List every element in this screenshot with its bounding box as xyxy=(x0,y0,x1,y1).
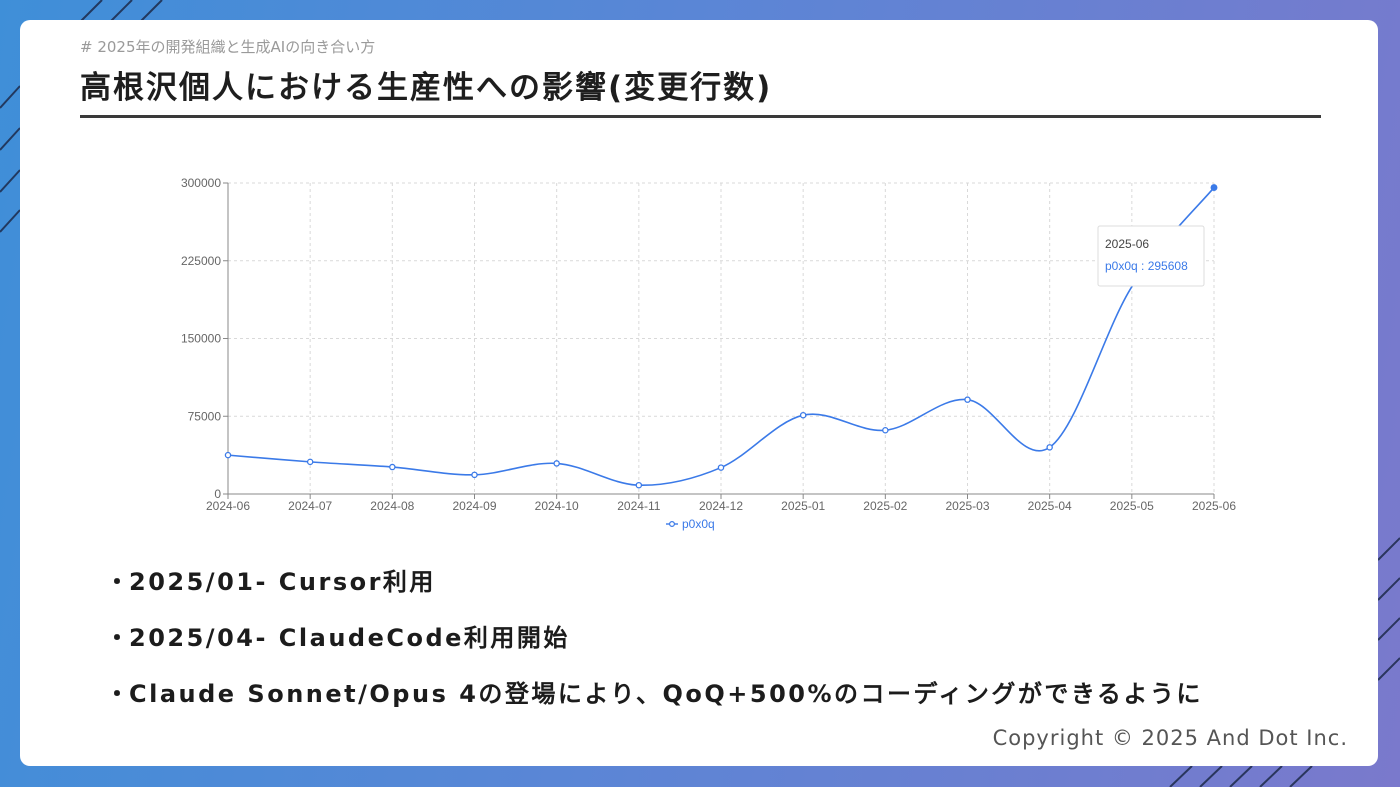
y-tick-label: 150000 xyxy=(181,332,221,346)
x-tick-label: 2025-01 xyxy=(781,499,825,513)
x-tick-label: 2025-04 xyxy=(1028,499,1072,513)
y-tick-label: 225000 xyxy=(181,254,221,268)
bullet-item: ・2025/01- Cursor利用 xyxy=(105,563,1203,619)
bullet-item: ・Claude Sonnet/Opus 4の登場により、QoQ+500%のコーデ… xyxy=(105,675,1203,731)
data-point xyxy=(224,451,232,459)
legend-marker xyxy=(669,521,676,528)
x-tick-label: 2024-08 xyxy=(370,499,414,513)
bullet-text: 2025/01- Cursor利用 xyxy=(129,568,436,596)
chart-legend: p0x0q xyxy=(666,517,715,531)
copyright-text: Copyright © 2025 And Dot Inc. xyxy=(992,726,1348,750)
data-point xyxy=(635,481,643,489)
data-point xyxy=(553,460,560,467)
x-tick-label: 2024-09 xyxy=(452,499,496,513)
y-tick-label: 0 xyxy=(214,487,221,501)
slide-card xyxy=(20,20,1378,766)
x-tick-label: 2024-11 xyxy=(617,499,660,513)
data-point xyxy=(882,426,889,434)
data-point xyxy=(471,471,478,479)
chart-series xyxy=(224,184,1218,489)
chart-grid xyxy=(227,182,1215,495)
data-point xyxy=(799,411,807,419)
y-axis-ticks: 0 75000 150000 225000 300000 xyxy=(181,176,228,501)
tooltip-title: 2025-06 xyxy=(1105,237,1149,251)
bullet-text: 2025/04- ClaudeCode利用開始 xyxy=(129,624,570,652)
data-point xyxy=(389,463,396,471)
bullet-marker: ・ xyxy=(105,680,132,708)
breadcrumb: # 2025年の開発組織と生成AIの向き合い方 xyxy=(80,38,376,56)
data-point xyxy=(717,464,725,471)
x-tick-label: 2024-07 xyxy=(288,499,332,513)
x-tick-label: 2025-02 xyxy=(863,499,907,513)
legend-label: p0x0q xyxy=(682,517,715,531)
bullet-item: ・2025/04- ClaudeCode利用開始 xyxy=(105,619,1203,675)
data-point xyxy=(1046,444,1053,451)
x-tick-label: 2024-10 xyxy=(535,499,579,513)
data-point xyxy=(1210,184,1218,192)
x-tick-label: 2025-06 xyxy=(1192,499,1236,513)
data-point xyxy=(306,458,314,466)
x-tick-label: 2024-06 xyxy=(206,499,250,513)
x-tick-label: 2025-03 xyxy=(945,499,989,513)
series-line-p0x0q xyxy=(227,187,1215,486)
y-tick-label: 75000 xyxy=(188,409,222,423)
bullet-text: Claude Sonnet/Opus 4の登場により、QoQ+500%のコーディ… xyxy=(129,680,1203,708)
x-axis-ticks: 2024-06 2024-07 2024-08 2024-09 2024-10 2024-… xyxy=(206,494,1236,513)
bullet-marker: ・ xyxy=(105,568,132,596)
y-tick-label: 300000 xyxy=(181,176,221,190)
tooltip-box xyxy=(1097,225,1205,287)
data-point xyxy=(964,396,971,403)
bullet-marker: ・ xyxy=(105,624,132,652)
chart-tooltip: 2025-06 p0x0q : 295608 xyxy=(1097,225,1205,287)
page-title: 高根沢個人における生産性への影響(変更行数) xyxy=(80,70,773,106)
tooltip-value: p0x0q : 295608 xyxy=(1105,259,1188,273)
x-tick-label: 2024-12 xyxy=(699,499,743,513)
bullet-list: ・2025/01- Cursor利用 ・2025/04- ClaudeCode利… xyxy=(105,563,1203,731)
title-divider xyxy=(80,115,1321,118)
x-tick-label: 2025-05 xyxy=(1110,499,1154,513)
